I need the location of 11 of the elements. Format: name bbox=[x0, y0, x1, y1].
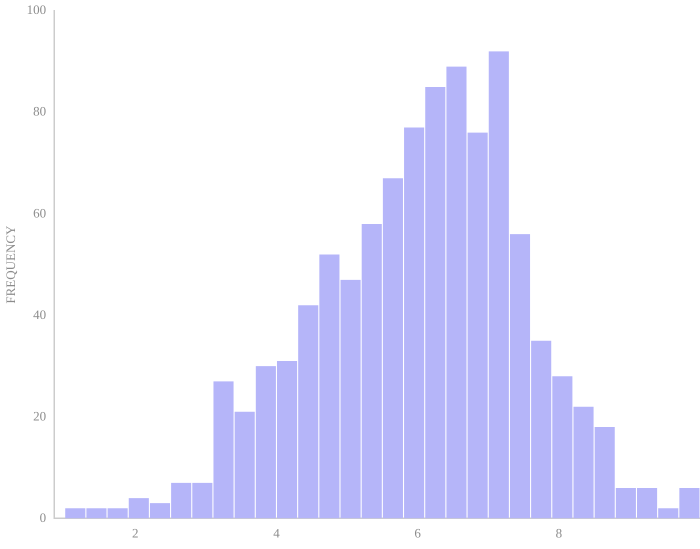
y-axis-title: FREQUENCY bbox=[3, 224, 18, 304]
x-tick-label: 2 bbox=[132, 526, 139, 541]
y-tick-label: 80 bbox=[33, 104, 46, 119]
y-tick-label: 100 bbox=[26, 2, 46, 18]
x-tick-label: 8 bbox=[556, 526, 562, 541]
y-tick-label: 60 bbox=[33, 205, 46, 220]
x-tick-label: 6 bbox=[414, 526, 422, 541]
x-tick-label: 4 bbox=[273, 526, 280, 541]
y-tick-label: 40 bbox=[33, 306, 46, 322]
y-tick-label: 20 bbox=[33, 408, 46, 424]
y-tick-label: 0 bbox=[40, 510, 46, 525]
